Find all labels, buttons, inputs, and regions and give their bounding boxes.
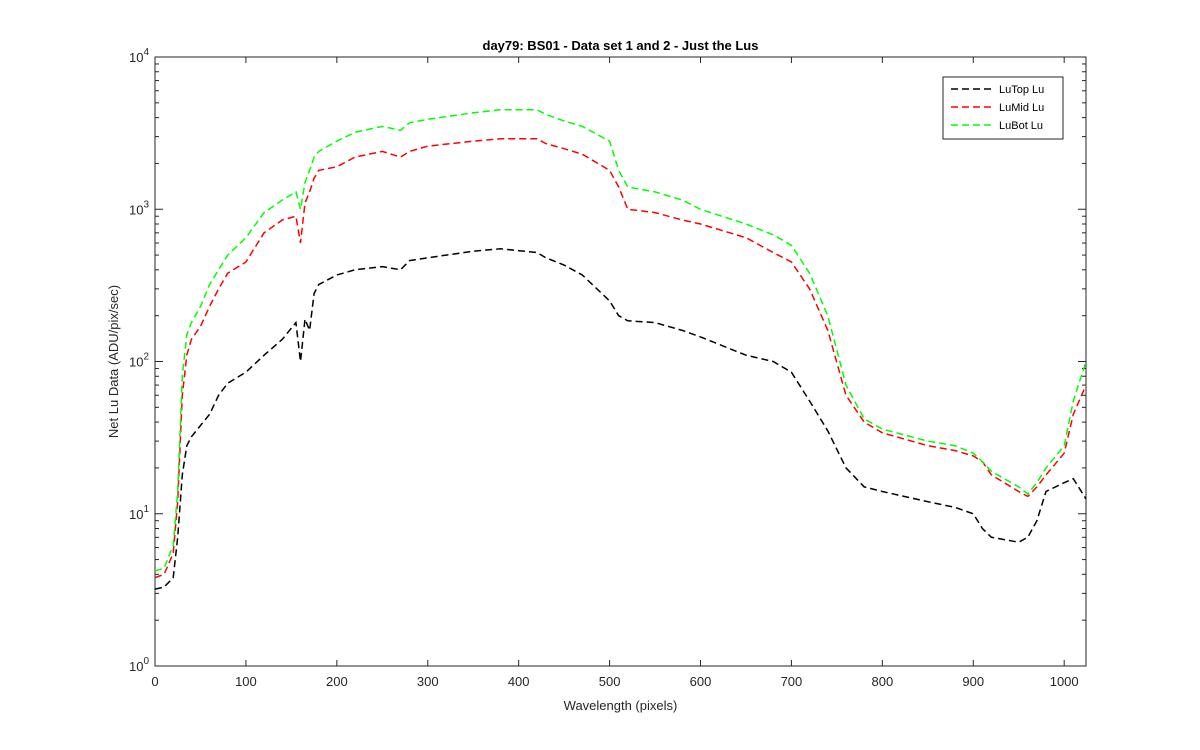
- x-tick-label: 900: [962, 674, 984, 689]
- y-tick-label: 104: [129, 47, 149, 65]
- y-axis-label: Net Lu Data (ADU/pix/sec): [106, 285, 121, 438]
- x-tick-label: 200: [326, 674, 348, 689]
- x-tick-label: 400: [508, 674, 530, 689]
- x-axis-label: Wavelength (pixels): [564, 698, 678, 713]
- y-tick-label: 100: [129, 656, 149, 674]
- x-tick-label: 1000: [1050, 674, 1079, 689]
- series-line: [154, 138, 1087, 579]
- x-tick-label: 300: [417, 674, 439, 689]
- series-lines: [154, 109, 1087, 590]
- legend: LuTop Lu LuMid Lu LuBot Lu: [942, 76, 1064, 140]
- legend-box: [942, 76, 1064, 140]
- x-tick-label: 700: [781, 674, 803, 689]
- x-tick-label: 600: [690, 674, 712, 689]
- legend-label: LuTop Lu: [999, 84, 1044, 96]
- x-tick-label: 800: [871, 674, 893, 689]
- x-tick-label: 500: [599, 674, 621, 689]
- series-line: [154, 248, 1087, 590]
- y-tick-label: 102: [129, 352, 149, 370]
- axis-ticks: 0 100 200 300 400 500 600 700 800 900 100010010110…: [129, 47, 1086, 689]
- chart-title: day79: BS01 - Data set 1 and 2 - Just th…: [483, 38, 759, 53]
- x-tick-label: 0: [151, 674, 158, 689]
- axes-box: [154, 56, 1087, 667]
- series-line: [154, 109, 1087, 572]
- plot-area: [154, 56, 1087, 667]
- y-tick-label: 103: [129, 199, 149, 217]
- y-tick-label: 101: [129, 504, 149, 522]
- legend-label: LuMid Lu: [999, 102, 1044, 114]
- x-tick-label: 100: [235, 674, 257, 689]
- legend-label: LuBot Lu: [999, 120, 1043, 132]
